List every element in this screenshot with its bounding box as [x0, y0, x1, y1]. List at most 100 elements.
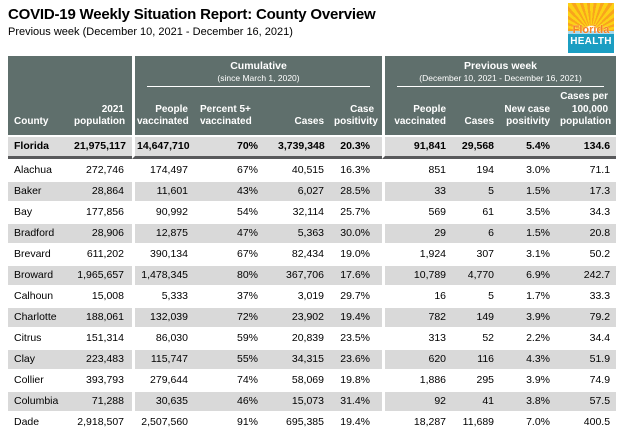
- value-cell: 71,288: [72, 389, 132, 411]
- value-cell: 74%: [196, 368, 276, 390]
- group-header-previous-week: Previous week (December 10, 2021 - Decem…: [382, 56, 617, 87]
- value-cell: 3,019: [276, 284, 332, 306]
- value-cell: 74.9: [558, 368, 617, 390]
- value-cell: 91%: [196, 410, 276, 432]
- value-cell: 86,030: [132, 326, 196, 348]
- value-cell: 7.0%: [502, 410, 559, 432]
- table-header: Cumulative (since March 1, 2020) Previou…: [8, 56, 617, 135]
- value-cell: 307: [454, 242, 503, 264]
- col-header-percent-vaccinated: Percent 5+ vaccinated: [196, 87, 276, 135]
- value-cell: 5.4%: [502, 134, 559, 159]
- value-cell: 15,073: [276, 389, 332, 411]
- value-cell: 92: [382, 389, 455, 411]
- value-cell: 23.6%: [332, 347, 383, 369]
- value-cell: 174,497: [132, 158, 196, 180]
- value-cell: 50.2: [558, 242, 617, 264]
- value-cell: 30.0%: [332, 221, 383, 243]
- table-row: Baker 28,864 11,601 43% 6,027 28.5% 33 5 1.5% 17.…: [8, 179, 617, 201]
- value-cell: 132,039: [132, 305, 196, 327]
- group-header-corner: [8, 56, 132, 87]
- value-cell: 17.6%: [332, 263, 383, 285]
- value-cell: 90,992: [132, 200, 196, 222]
- value-cell: 41: [454, 389, 503, 411]
- value-cell: 1.5%: [502, 179, 559, 201]
- value-cell: 12,875: [132, 221, 196, 243]
- value-cell: 43%: [196, 179, 276, 201]
- value-cell: 72%: [196, 305, 276, 327]
- value-cell: 17.3: [558, 179, 617, 201]
- county-cell: Columbia: [8, 389, 72, 411]
- value-cell: 134.6: [558, 134, 617, 159]
- value-cell: 11,601: [132, 179, 196, 201]
- value-cell: 20,839: [276, 326, 332, 348]
- table-body: Florida 21,975,117 14,647,710 70% 3,739,348 2…: [8, 134, 617, 432]
- value-cell: 16: [382, 284, 455, 306]
- table-row: Citrus 151,314 86,030 59% 20,839 23.5% 313 52 2.…: [8, 326, 617, 348]
- page-subtitle: Previous week (December 10, 2021 - Decem…: [8, 26, 293, 38]
- value-cell: 91,841: [382, 134, 455, 159]
- value-cell: 367,706: [276, 263, 332, 285]
- column-header-row: County 2021 population People vaccinated…: [8, 87, 617, 135]
- value-cell: 19.4%: [332, 305, 383, 327]
- county-cell: Alachua: [8, 158, 72, 180]
- table-row: Calhoun 15,008 5,333 37% 3,019 29.7% 16 5 1.7% 33…: [8, 284, 617, 306]
- value-cell: 34.4: [558, 326, 617, 348]
- value-cell: 620: [382, 347, 455, 369]
- value-cell: 19.8%: [332, 368, 383, 390]
- value-cell: 25.7%: [332, 200, 383, 222]
- value-cell: 21,975,117: [72, 134, 132, 159]
- value-cell: 34.3: [558, 200, 617, 222]
- table-row: Broward 1,965,657 1,478,345 80% 367,706 17.6%…: [8, 263, 617, 285]
- value-cell: 5,363: [276, 221, 332, 243]
- value-cell: 18,287: [382, 410, 455, 432]
- value-cell: 3.5%: [502, 200, 559, 222]
- table-row: Alachua 272,746 174,497 67% 40,515 16.3% 851 19…: [8, 158, 617, 180]
- table-row: Florida 21,975,117 14,647,710 70% 3,739,348 2…: [8, 134, 617, 159]
- value-cell: 2,507,560: [132, 410, 196, 432]
- value-cell: 82,434: [276, 242, 332, 264]
- value-cell: 242.7: [558, 263, 617, 285]
- county-cell: Bay: [8, 200, 72, 222]
- value-cell: 5,333: [132, 284, 196, 306]
- value-cell: 2,918,507: [72, 410, 132, 432]
- value-cell: 57.5: [558, 389, 617, 411]
- value-cell: 33.3: [558, 284, 617, 306]
- value-cell: 1,886: [382, 368, 455, 390]
- value-cell: 29: [382, 221, 455, 243]
- table-row: Clay 223,483 115,747 55% 34,315 23.6% 620 116 4.…: [8, 347, 617, 369]
- value-cell: 79.2: [558, 305, 617, 327]
- florida-health-logo: Florida HEALTH: [568, 3, 614, 53]
- table-row: Charlotte 188,061 132,039 72% 23,902 19.4% 782…: [8, 305, 617, 327]
- sun-icon: [568, 3, 614, 31]
- logo-wordmark: Florida HEALTH: [568, 25, 614, 53]
- value-cell: 6.9%: [502, 263, 559, 285]
- table-row: Collier 393,793 279,644 74% 58,069 19.8% 1,886…: [8, 368, 617, 390]
- value-cell: 194: [454, 158, 503, 180]
- county-cell: Brevard: [8, 242, 72, 264]
- cumulative-sublabel: (since March 1, 2020): [217, 73, 300, 83]
- value-cell: 400.5: [558, 410, 617, 432]
- value-cell: 1,965,657: [72, 263, 132, 285]
- value-cell: 23.5%: [332, 326, 383, 348]
- col-header-cases-per-100k: Cases per 100,000 population: [558, 87, 617, 135]
- logo-water-stripe: [568, 31, 614, 34]
- value-cell: 569: [382, 200, 455, 222]
- value-cell: 20.8: [558, 221, 617, 243]
- value-cell: 67%: [196, 242, 276, 264]
- county-cell: Bradford: [8, 221, 72, 243]
- value-cell: 52: [454, 326, 503, 348]
- value-cell: 1,478,345: [132, 263, 196, 285]
- value-cell: 51.9: [558, 347, 617, 369]
- table-row: Brevard 611,202 390,134 67% 82,434 19.0% 1,924…: [8, 242, 617, 264]
- value-cell: 40,515: [276, 158, 332, 180]
- value-cell: 177,856: [72, 200, 132, 222]
- value-cell: 851: [382, 158, 455, 180]
- page-title: COVID-19 Weekly Situation Report: County…: [8, 6, 376, 23]
- value-cell: 1,924: [382, 242, 455, 264]
- col-header-new-case-positivity: New case positivity: [502, 87, 559, 135]
- value-cell: 47%: [196, 221, 276, 243]
- value-cell: 59%: [196, 326, 276, 348]
- value-cell: 3.8%: [502, 389, 559, 411]
- col-header-people-vaccinated-week: People vaccinated: [382, 87, 455, 135]
- value-cell: 151,314: [72, 326, 132, 348]
